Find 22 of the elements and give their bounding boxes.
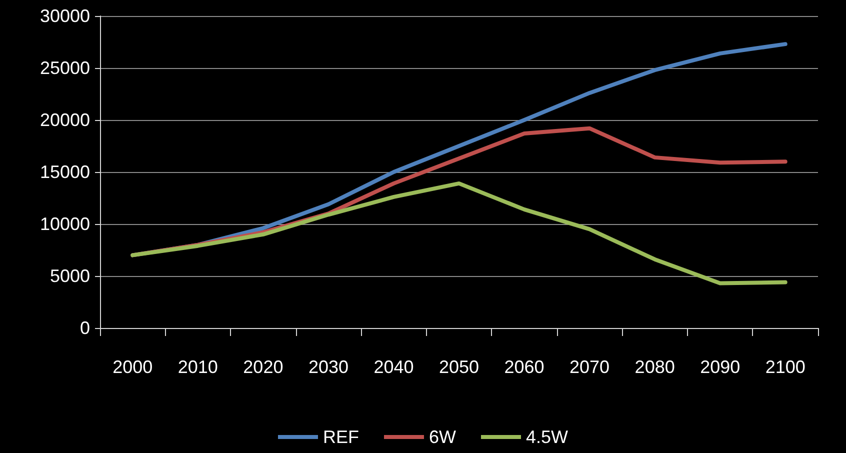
x-tick-label: 2000 [112,357,153,377]
x-tick-label: 2080 [634,357,675,377]
y-tick-label: 5000 [50,266,90,286]
x-tick-label: 2020 [243,357,284,377]
x-tick-label: 2040 [374,357,414,377]
y-tick-label: 20000 [40,110,90,130]
x-tick-label: 2070 [570,357,610,377]
y-tick-label: 15000 [40,162,90,182]
y-tick-label: 30000 [40,6,90,26]
y-tick-label: 0 [80,318,90,338]
line-series [130,181,788,286]
x-tick-label: 2010 [178,357,218,377]
legend-label: 6W [428,427,456,447]
x-tick-label: 2030 [308,357,348,377]
x-tick-label: 2060 [504,357,544,377]
y-tick-label: 10000 [40,214,90,234]
y-tick-label: 25000 [40,58,90,78]
x-tick-label: 2090 [700,357,740,377]
x-tick-label: 2100 [765,357,806,377]
x-tick-label: 2050 [438,357,480,377]
legend-label: 4.5W [526,427,568,447]
legend-label: REF [322,427,359,447]
